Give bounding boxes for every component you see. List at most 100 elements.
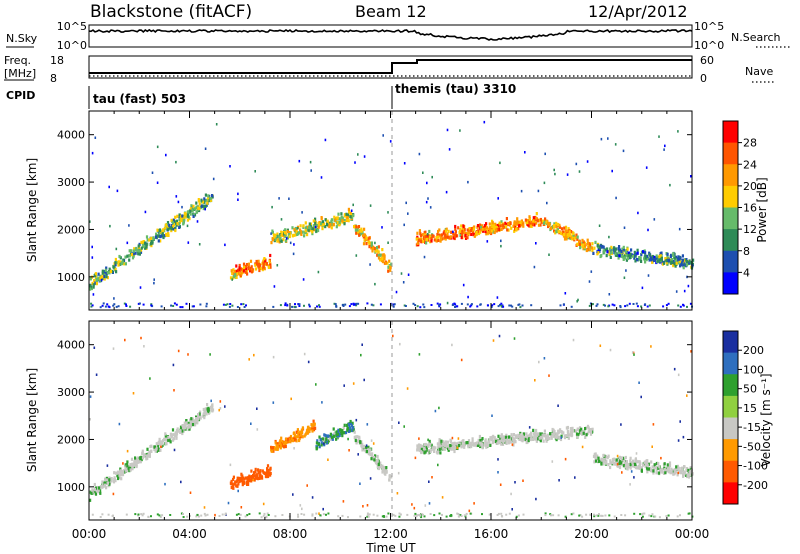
scatter-cell <box>508 512 511 515</box>
scatter-cell <box>330 218 333 222</box>
scatter-cell <box>600 460 603 464</box>
scatter-cell <box>353 430 356 434</box>
scatter-cell <box>125 303 127 306</box>
scatter-cell <box>571 426 574 430</box>
scatter-cell <box>687 468 690 472</box>
scatter-cell <box>339 219 342 223</box>
scatter-cell <box>245 476 248 480</box>
scatter-cell <box>292 252 295 256</box>
scatter-cell <box>103 483 106 487</box>
scatter-cell <box>91 151 94 155</box>
scatter-cell <box>161 232 164 236</box>
scatter-cell <box>255 262 259 266</box>
scatter-cell <box>261 476 264 480</box>
scatter-cell <box>651 513 654 516</box>
scatter-cell <box>456 512 459 515</box>
scatter-cell <box>541 219 545 223</box>
scatter-cell <box>136 460 139 464</box>
scatter-cell <box>591 427 594 431</box>
scatter-cell <box>434 409 437 413</box>
scatter-cell <box>118 254 121 259</box>
scatter-cell <box>250 469 253 473</box>
scatter-cell <box>186 515 189 518</box>
scatter-cell <box>321 223 324 227</box>
scatter-cell <box>387 269 390 273</box>
scatter-cell <box>293 243 295 246</box>
scatter-cell <box>99 276 102 280</box>
scatter-cell <box>632 351 635 355</box>
scatter-cell <box>580 431 583 435</box>
scatter-cell <box>130 457 134 461</box>
scatter-cell <box>610 250 613 254</box>
scatter-cell <box>467 295 469 299</box>
scatter-cell <box>521 304 524 307</box>
scatter-cell <box>620 254 623 258</box>
scatter-cell <box>368 241 371 245</box>
scatter-cell <box>161 514 164 517</box>
scatter-cell <box>126 449 129 453</box>
scatter-cell <box>352 382 355 385</box>
scatter-cell <box>206 513 209 516</box>
scatter-cell <box>197 414 200 418</box>
scatter-cell <box>355 418 358 422</box>
scatter-cell <box>533 431 537 436</box>
scatter-cell <box>190 204 193 208</box>
scatter-cell <box>271 229 274 233</box>
scatter-cell <box>164 434 167 438</box>
scatter-cell <box>250 422 252 425</box>
scatter-cell <box>668 461 672 465</box>
scatter-cell <box>621 471 623 474</box>
scatter-cell <box>542 439 545 443</box>
scatter-cell <box>160 305 163 308</box>
scatter-cell <box>431 175 433 179</box>
scatter-cell <box>381 466 384 470</box>
scatter-cell <box>535 433 538 437</box>
scatter-cell <box>301 430 304 435</box>
scatter-cell <box>172 227 175 231</box>
scatter-cell <box>163 226 166 230</box>
scatter-cell <box>443 443 446 448</box>
scatter-cell <box>363 448 366 452</box>
scatter-cell <box>534 379 536 382</box>
scatter-cell <box>305 232 308 236</box>
scatter-cell <box>355 225 358 229</box>
scatter-cell <box>301 435 304 439</box>
scatter-cell <box>367 445 370 449</box>
scatter-cell <box>388 478 391 482</box>
scatter-cell <box>278 197 280 200</box>
scatter-cell <box>314 221 317 225</box>
scatter-cell <box>608 293 611 296</box>
scatter-cell <box>658 258 661 262</box>
scatter-cell <box>247 262 250 266</box>
scatter-cell <box>647 256 650 260</box>
scatter-cell <box>249 475 252 479</box>
scatter-cell <box>629 456 632 460</box>
scatter-cell <box>655 465 658 469</box>
scatter-cell <box>146 454 149 458</box>
scatter-cell <box>517 303 520 306</box>
scatter-cell <box>634 254 637 258</box>
scatter-cell <box>598 224 601 227</box>
scatter-cell <box>487 231 490 235</box>
scatter-cell <box>454 234 457 238</box>
scatter-cell <box>600 462 603 466</box>
scatter-cell <box>663 462 666 466</box>
scatter-cell <box>341 216 344 220</box>
scatter-cell <box>107 305 110 308</box>
scatter-cell <box>167 231 170 236</box>
scatter-cell <box>603 459 606 463</box>
scatter-cell <box>481 227 484 231</box>
scatter-cell <box>303 434 306 438</box>
scatter-cell <box>504 221 507 225</box>
scatter-cell <box>150 244 153 248</box>
scatter-cell <box>230 485 233 490</box>
scatter-cell <box>598 246 601 250</box>
scatter-cell <box>317 222 320 226</box>
scatter-cell <box>485 232 488 236</box>
scatter-cell <box>552 429 555 434</box>
scatter-cell <box>626 256 629 261</box>
scatter-cell <box>306 484 308 487</box>
scatter-cell <box>348 429 352 433</box>
scatter-cell <box>115 270 118 274</box>
